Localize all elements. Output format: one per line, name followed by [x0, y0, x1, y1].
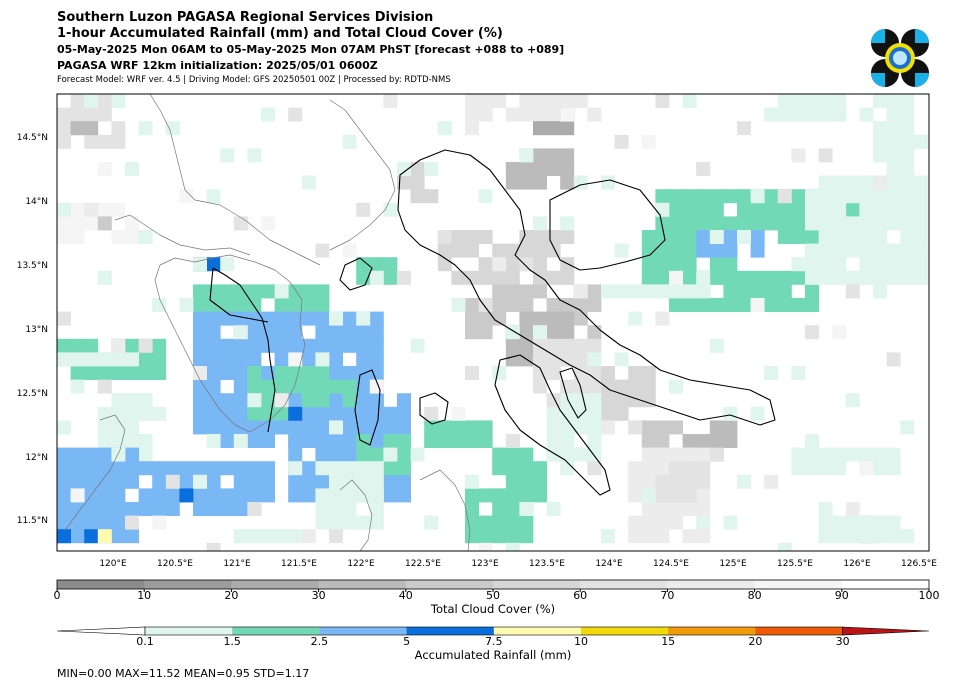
cloud-colorbar-tick: 90 [834, 589, 849, 602]
rain-colorbar-segment [232, 627, 320, 635]
rain-colorbar-segment [755, 627, 844, 635]
rain-colorbar-tick: 20 [748, 635, 763, 648]
rain-colorbar-segment [319, 627, 408, 635]
chart-title: Southern Luzon PAGASA Regional Services … [57, 10, 434, 25]
cloud-colorbar-segment [144, 580, 232, 589]
cloud-colorbar-segment [667, 580, 756, 589]
rain-colorbar-tick: 2.5 [310, 635, 329, 648]
rain-colorbar-tick: 15 [661, 635, 676, 648]
cloud-colorbar-segment [754, 580, 843, 589]
rain-colorbar-tick: 1.5 [223, 635, 241, 648]
rain-colorbar-tick: 10 [574, 635, 588, 648]
cloud-colorbar-segment [318, 580, 407, 589]
cloud-colorbar-segment [57, 580, 145, 589]
latitude-label: 13°N [25, 325, 48, 335]
rain-colorbar-segment [145, 627, 233, 635]
cloud-colorbar-tick: 50 [486, 589, 500, 602]
cloud-colorbar-segment [405, 580, 494, 589]
rain-colorbar-segment [493, 627, 582, 635]
model-initialization: PAGASA WRF 12km initialization: 2025/05/… [57, 59, 378, 72]
rain-colorbar-segment [668, 627, 756, 635]
latitude-label: 14.5°N [16, 133, 48, 143]
cloud-colorbar-tick: 10 [137, 589, 152, 602]
latitude-label: 12°N [25, 453, 48, 463]
coastline-west [64, 94, 471, 551]
longitude-label: 121°E [223, 559, 251, 569]
longitude-label: 123°E [471, 559, 499, 569]
longitude-label: 124°E [595, 559, 623, 569]
model-info: Forecast Model: WRF ver. 4.5 | Driving M… [57, 75, 451, 85]
latitude-label: 12.5°N [16, 389, 48, 399]
cloud-colorbar-segment [231, 580, 320, 589]
rainfall-colorbar [56, 626, 930, 636]
cloud-colorbar-tick: 20 [224, 589, 239, 602]
longitude-label: 120.5°E [157, 559, 193, 569]
longitude-label: 122°E [347, 559, 375, 569]
rain-colorbar-segment [406, 627, 495, 635]
cloud-colorbar-title: Total Cloud Cover (%) [430, 602, 556, 616]
longitude-label: 125.5°E [777, 559, 813, 569]
latitude-label: 14°N [25, 197, 48, 207]
cloud-colorbar-tick: 40 [398, 589, 413, 602]
rain-colorbar-over-extension [842, 626, 930, 636]
chart-subtitle: 1-hour Accumulated Rainfall (mm) and Tot… [57, 26, 503, 41]
rain-colorbar-under-extension [56, 626, 146, 636]
longitude-label: 126°E [843, 559, 871, 569]
cloud-colorbar-segment [841, 580, 930, 589]
map-frame [56, 93, 930, 552]
longitude-label: 125°E [719, 559, 747, 569]
cloud-colorbar-tick: 70 [660, 589, 675, 602]
longitude-label: 126.5°E [901, 559, 937, 569]
latitude-label: 13.5°N [16, 261, 48, 271]
longitude-label: 123.5°E [529, 559, 565, 569]
longitude-label: 120°E [99, 559, 127, 569]
rain-colorbar-tick: 0.1 [136, 635, 154, 648]
latitude-label: 11.5°N [16, 516, 48, 526]
cloud-colorbar-tick: 30 [311, 589, 326, 602]
rain-colorbar-tick: 5 [403, 635, 411, 648]
cloud-colorbar-segment [493, 580, 581, 589]
longitude-label: 121.5°E [281, 559, 317, 569]
longitude-label: 122.5°E [405, 559, 441, 569]
cloud-colorbar-tick: 0 [53, 589, 61, 602]
rain-colorbar-tick: 30 [835, 635, 850, 648]
cloud-colorbar-tick: 100 [918, 589, 940, 602]
cloud-colorbar-tick: 80 [747, 589, 762, 602]
cloud-cover-colorbar [56, 580, 930, 592]
cloud-colorbar-tick: 60 [573, 589, 588, 602]
statistics-summary: MIN=0.00 MAX=11.52 MEAN=0.95 STD=1.17 [57, 667, 310, 680]
region-boundary [209, 149, 776, 496]
rain-colorbar-segment [581, 627, 669, 635]
forecast-period: 05-May-2025 Mon 06AM to 05-May-2025 Mon … [57, 43, 565, 56]
rain-colorbar-title: Accumulated Rainfall (mm) [414, 648, 572, 662]
rain-colorbar-tick: 7.5 [485, 635, 503, 648]
cloud-colorbar-segment [580, 580, 668, 589]
longitude-label: 124.5°E [653, 559, 689, 569]
pagasa-logo-icon [871, 29, 929, 87]
